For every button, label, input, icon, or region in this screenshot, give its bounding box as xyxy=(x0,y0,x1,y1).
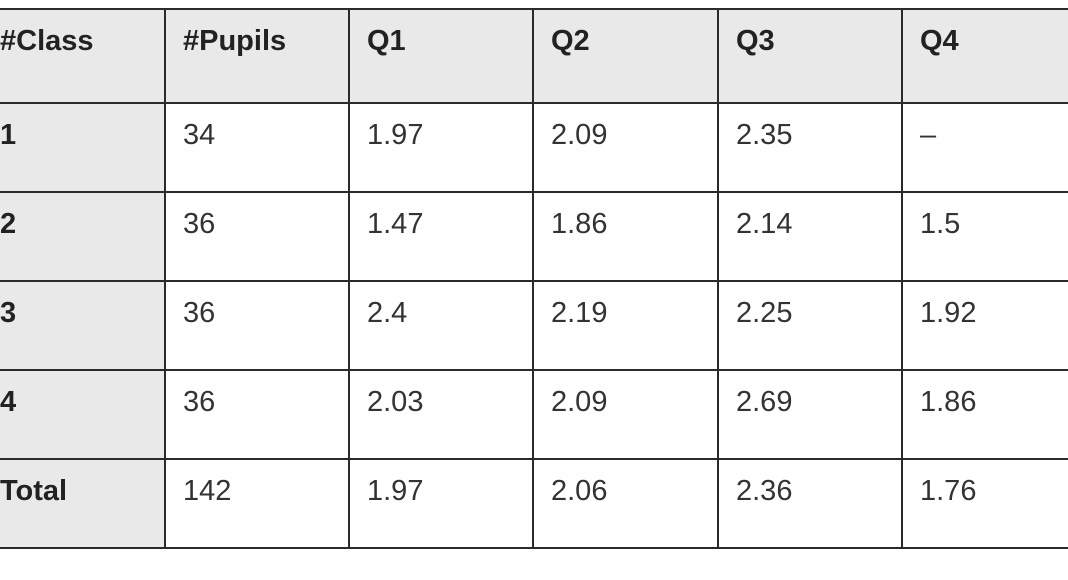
q4-cell: 1.92 xyxy=(901,280,1068,371)
header-pupils: #Pupils xyxy=(164,8,350,104)
total-row: Total 142 1.97 2.06 2.36 1.76 xyxy=(0,458,1068,549)
q4-cell: – xyxy=(901,102,1068,193)
q1-cell: 2.4 xyxy=(348,280,534,371)
header-q1: Q1 xyxy=(348,8,534,104)
q2-cell: 1.86 xyxy=(532,191,719,282)
q4-cell: 1.86 xyxy=(901,369,1068,460)
q1-cell: 2.03 xyxy=(348,369,534,460)
q3-cell: 2.35 xyxy=(717,102,903,193)
class-cell: 2 xyxy=(0,191,166,282)
q3-cell: 2.14 xyxy=(717,191,903,282)
q4-cell: 1.76 xyxy=(901,458,1068,549)
class-cell: Total xyxy=(0,458,166,549)
q1-cell: 1.47 xyxy=(348,191,534,282)
header-q3: Q3 xyxy=(717,8,903,104)
q3-cell: 2.36 xyxy=(717,458,903,549)
pupils-cell: 36 xyxy=(164,191,350,282)
q4-cell: 1.5 xyxy=(901,191,1068,282)
q3-cell: 2.25 xyxy=(717,280,903,371)
class-cell: 3 xyxy=(0,280,166,371)
header-q4: Q4 xyxy=(901,8,1068,104)
table-row: 2 36 1.47 1.86 2.14 1.5 xyxy=(0,191,1068,282)
class-cell: 4 xyxy=(0,369,166,460)
q2-cell: 2.09 xyxy=(532,369,719,460)
q3-cell: 2.69 xyxy=(717,369,903,460)
pupils-cell: 34 xyxy=(164,102,350,193)
header-q2: Q2 xyxy=(532,8,719,104)
q2-cell: 2.09 xyxy=(532,102,719,193)
q1-cell: 1.97 xyxy=(348,102,534,193)
pupils-cell: 36 xyxy=(164,280,350,371)
table-row: 1 34 1.97 2.09 2.35 – xyxy=(0,102,1068,193)
header-class: #Class xyxy=(0,8,166,104)
q2-cell: 2.06 xyxy=(532,458,719,549)
q1-cell: 1.97 xyxy=(348,458,534,549)
pupils-cell: 36 xyxy=(164,369,350,460)
class-cell: 1 xyxy=(0,102,166,193)
results-table: #Class #Pupils Q1 Q2 Q3 Q4 1 34 1.97 2.0… xyxy=(0,8,1068,549)
table-row: 4 36 2.03 2.09 2.69 1.86 xyxy=(0,369,1068,460)
table-row: 3 36 2.4 2.19 2.25 1.92 xyxy=(0,280,1068,371)
table-container: #Class #Pupils Q1 Q2 Q3 Q4 1 34 1.97 2.0… xyxy=(0,8,1068,549)
pupils-cell: 142 xyxy=(164,458,350,549)
header-row: #Class #Pupils Q1 Q2 Q3 Q4 xyxy=(0,8,1068,104)
q2-cell: 2.19 xyxy=(532,280,719,371)
